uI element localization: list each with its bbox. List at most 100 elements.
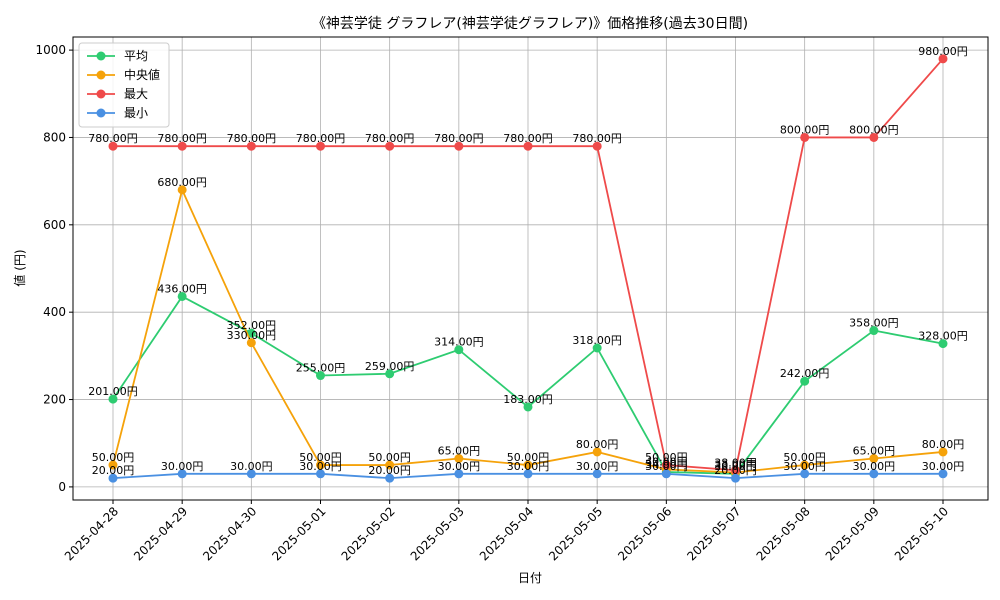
data-point — [177, 291, 187, 301]
data-point — [938, 447, 948, 457]
data-label: 30.00円 — [438, 460, 481, 473]
data-label: 80.00円 — [576, 438, 619, 451]
x-tick-label: 2025-05-10 — [892, 504, 951, 563]
data-point — [246, 141, 256, 151]
legend-swatch-marker — [96, 70, 106, 80]
chart-title: 《神芸学徒 グラフレア(神芸学徒グラフレア)》価格推移(過去30日間) — [312, 16, 748, 32]
y-tick-label: 400 — [43, 305, 66, 319]
x-axis-ticks: 2025-04-28 2025-04-29 2025-04-30 2025-05-01… — [62, 500, 951, 563]
x-tick-label: 2025-05-01 — [269, 504, 328, 563]
x-tick-label: 2025-05-08 — [754, 504, 813, 563]
data-label: 183.00円 — [503, 393, 553, 406]
data-label: 259.00円 — [365, 360, 415, 373]
y-axis-ticks: 0 200 400 600 800 1000 — [35, 43, 73, 494]
data-point — [177, 469, 187, 479]
data-point — [454, 345, 464, 355]
data-label: 30.00円 — [853, 460, 896, 473]
data-label: 30.00円 — [576, 460, 619, 473]
data-label: 38.00円 — [714, 456, 757, 469]
data-label: 242.00円 — [780, 367, 830, 380]
data-point — [316, 141, 325, 151]
legend-swatch-marker — [96, 51, 106, 61]
data-label: 680.00円 — [157, 176, 207, 189]
data-label: 50.00円 — [92, 451, 135, 464]
data-point — [592, 469, 602, 479]
x-tick-label: 2025-05-06 — [615, 504, 674, 563]
y-tick-label: 600 — [43, 218, 66, 232]
x-tick-label: 2025-05-07 — [684, 504, 743, 563]
data-label: 50.00円 — [783, 451, 826, 464]
y-tick-label: 0 — [58, 480, 66, 494]
data-label: 30.00円 — [714, 460, 757, 473]
data-point — [869, 326, 879, 336]
data-label: 30.00円 — [922, 460, 965, 473]
data-label: 50.00円 — [368, 451, 411, 464]
data-point — [869, 469, 879, 479]
data-label: 780.00円 — [572, 132, 622, 145]
series-layer — [108, 54, 948, 483]
data-point — [385, 141, 395, 151]
data-point — [731, 465, 740, 475]
x-axis-label: 日付 — [518, 571, 542, 585]
data-label: 780.00円 — [365, 132, 415, 145]
data-point — [108, 394, 118, 404]
data-label: 800.00円 — [849, 123, 899, 136]
data-label: 330.00円 — [227, 329, 277, 342]
data-label: 30.00円 — [645, 460, 688, 473]
data-point — [938, 54, 948, 64]
data-point — [800, 460, 810, 470]
data-point — [385, 460, 395, 470]
data-label: 65.00円 — [853, 445, 896, 458]
data-label: 40.00円 — [645, 455, 688, 468]
legend-label: 平均 — [124, 49, 148, 63]
data-label: 318.00円 — [572, 334, 622, 347]
data-point — [592, 447, 602, 457]
data-point — [316, 460, 325, 470]
data-point — [385, 473, 395, 483]
data-point — [246, 469, 256, 479]
data-point — [800, 132, 810, 142]
legend-swatch-marker — [96, 89, 106, 99]
data-label: 33.00円 — [714, 458, 757, 471]
y-tick-label: 200 — [43, 393, 66, 407]
data-label: 255.00円 — [296, 362, 346, 375]
data-label: 780.00円 — [157, 132, 207, 145]
data-point — [800, 469, 810, 479]
data-point — [316, 371, 325, 381]
data-point — [454, 141, 464, 151]
data-label: 30.00円 — [161, 460, 204, 473]
data-label: 20.00円 — [368, 464, 411, 477]
data-point — [316, 469, 325, 479]
plot-frame — [72, 36, 989, 501]
data-label: 30.00円 — [299, 460, 342, 473]
y-tick-label: 1000 — [35, 43, 66, 57]
data-point — [592, 141, 602, 151]
data-point — [246, 328, 256, 338]
data-point — [108, 473, 118, 483]
data-point — [592, 343, 602, 353]
legend-label: 中央値 — [124, 67, 160, 82]
data-label: 20.00円 — [714, 464, 757, 477]
data-label: 980.00円 — [918, 45, 968, 58]
data-point — [869, 132, 879, 142]
data-point — [246, 338, 256, 348]
data-point — [177, 185, 187, 195]
data-label: 201.00円 — [88, 385, 138, 398]
data-label: 352.00円 — [227, 319, 277, 332]
data-point — [661, 460, 671, 470]
data-label: 780.00円 — [227, 132, 277, 145]
legend-label: 最小 — [124, 106, 148, 120]
data-point — [454, 469, 464, 479]
data-point — [454, 454, 464, 464]
data-label: 20.00円 — [92, 464, 135, 477]
data-label: 30.00円 — [230, 460, 273, 473]
legend-swatch-marker — [96, 108, 106, 118]
data-label: 80.00円 — [922, 438, 965, 451]
data-point — [523, 460, 533, 470]
x-tick-label: 2025-04-28 — [62, 504, 121, 563]
data-point — [938, 339, 948, 349]
x-tick-label: 2025-05-09 — [823, 504, 882, 563]
x-tick-label: 2025-04-29 — [131, 504, 190, 563]
data-label: 30.00円 — [507, 460, 550, 473]
